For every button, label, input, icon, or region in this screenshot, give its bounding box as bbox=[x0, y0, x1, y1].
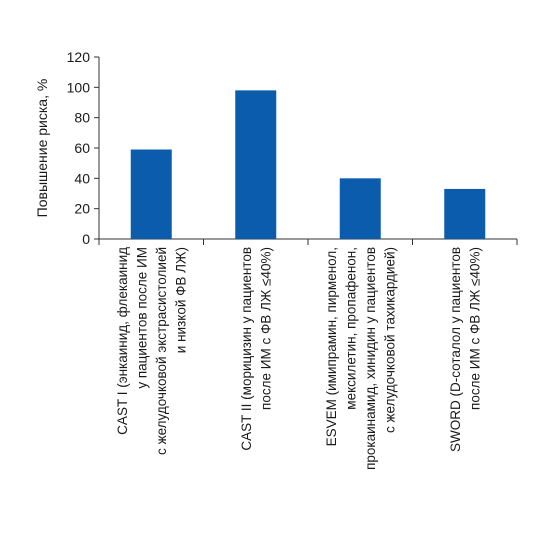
y-tick-label: 20 bbox=[74, 201, 90, 217]
x-category-label-line: с желудочковой экстрасистолией bbox=[154, 247, 169, 455]
y-tick-label: 60 bbox=[74, 140, 90, 156]
y-tick-label: 100 bbox=[67, 79, 91, 95]
x-category-label-line: ESVEM (имипрамин, пирменол, bbox=[324, 247, 339, 446]
x-category-label-line: после ИМ с ФВ ЛЖ ≤40%) bbox=[259, 247, 274, 410]
y-tick-label: 120 bbox=[67, 49, 91, 65]
bar bbox=[235, 90, 277, 239]
x-category-label: SWORD (D-соталол у пациентов после ИМ с Ф… bbox=[448, 247, 483, 452]
y-axis-label: Повышение риска, % bbox=[34, 79, 50, 218]
x-category-label-line: SWORD (D-соталол у пациентов bbox=[448, 247, 463, 452]
plot-area: 0 20 40 60 80 100 120 CAST I (энкаинид, флекаин… bbox=[67, 49, 518, 470]
y-tick-label: 80 bbox=[74, 110, 90, 126]
x-category-label: CAST II (морицизин у пациентов после ИМ с… bbox=[239, 247, 274, 451]
x-category-label-line: мексилетин, пропафенон, bbox=[344, 247, 359, 410]
x-category-label-line: CAST I (энкаинид, флекаинид bbox=[115, 247, 130, 435]
x-category-label: CAST I (энкаинид, флекаинид у пациентов п… bbox=[115, 247, 189, 455]
x-category-label-line: и низкой ФВ ЛЖ) bbox=[174, 247, 189, 353]
x-category-label-line: CAST II (морицизин у пациентов bbox=[239, 247, 254, 451]
x-category-label-line: после ИМ с ФВ ЛЖ ≤40%) bbox=[468, 247, 483, 410]
bar bbox=[339, 178, 381, 239]
x-category-label-line: у пациентов после ИМ bbox=[135, 247, 150, 389]
y-tick-label: 0 bbox=[82, 231, 90, 247]
x-category-label-line: прокаинамид, хинидин у пациентов bbox=[363, 247, 378, 470]
bar bbox=[130, 149, 172, 239]
bar bbox=[444, 188, 486, 239]
x-category-label: ESVEM (имипрамин, пирменол, мексилетин, п… bbox=[324, 247, 398, 470]
y-tick-label: 40 bbox=[74, 170, 90, 186]
x-category-label-line: с желудочковой тахикардией) bbox=[383, 247, 398, 433]
